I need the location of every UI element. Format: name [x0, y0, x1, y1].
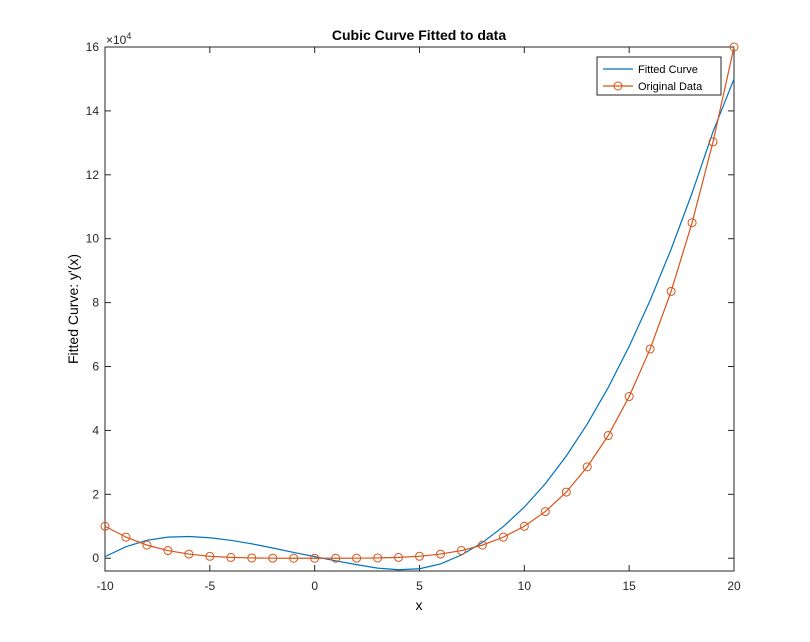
- y-axis-exponent-base: ×10: [106, 33, 127, 47]
- data-point-original-data: [331, 553, 341, 563]
- data-point-original-data: [373, 553, 383, 563]
- series-line-original-data: [104, 46, 735, 559]
- data-point-original-data: [540, 507, 550, 517]
- data-point-original-data: [582, 462, 592, 472]
- data-point-original-data: [205, 551, 215, 561]
- data-point-original-data: [456, 546, 466, 556]
- data-point-original-data: [519, 521, 529, 531]
- y-tick-label: 2: [92, 487, 99, 501]
- chart-title: Cubic Curve Fitted to data: [332, 27, 506, 43]
- x-axis-ticks: -10 -5 0 5 10 15 20: [96, 47, 741, 593]
- data-point-original-data: [100, 521, 110, 531]
- data-point-original-data: [624, 392, 634, 402]
- x-tick-label: 5: [416, 579, 423, 593]
- data-point-original-data: [310, 553, 320, 563]
- y-tick-label: 12: [86, 168, 100, 182]
- data-point-original-data: [477, 540, 487, 550]
- data-point-original-data: [645, 344, 655, 354]
- y-tick-label: 14: [86, 104, 100, 118]
- legend-box: [596, 56, 722, 96]
- data-point-original-data: [289, 553, 299, 563]
- y-tick-label: 6: [92, 360, 99, 374]
- series-line-fitted-curve: [104, 78, 735, 571]
- legend-label-fitted-curve: Fitted Curve: [638, 64, 698, 76]
- data-point-original-data: [163, 546, 173, 556]
- data-point-original-data: [415, 551, 424, 561]
- data-point-original-data: [352, 553, 362, 563]
- data-point-original-data: [603, 431, 613, 441]
- y-axis-exponent-power: 4: [126, 31, 131, 41]
- data-point-original-data: [226, 552, 236, 562]
- y-axis-label: Fitted Curve: y'(x): [65, 254, 81, 364]
- x-tick-label: 0: [311, 579, 318, 593]
- data-point-original-data: [142, 540, 152, 550]
- x-tick-label: 15: [622, 579, 636, 593]
- x-tick-label: 20: [727, 579, 741, 593]
- data-point-original-data: [561, 487, 571, 497]
- x-axis-label: x: [416, 597, 423, 613]
- data-point-original-data: [687, 218, 697, 228]
- plot-area: [104, 46, 735, 572]
- series-layer: [100, 42, 739, 571]
- data-point-original-data: [498, 532, 508, 542]
- x-tick-label: -5: [204, 579, 215, 593]
- data-point-original-data: [394, 552, 404, 562]
- y-axis-ticks: 0 2 4 6 8 10 12 14 16: [86, 40, 734, 565]
- data-point-original-data: [708, 137, 718, 147]
- y-tick-label: 0: [92, 551, 99, 565]
- x-tick-label: -10: [96, 579, 114, 593]
- y-tick-label: 16: [86, 40, 100, 54]
- legend-label-original-data: Original Data: [638, 81, 703, 93]
- data-point-original-data: [666, 286, 676, 296]
- data-point-original-data: [247, 553, 257, 563]
- y-axis-exponent: ×104: [106, 31, 131, 47]
- data-point-original-data: [435, 549, 445, 559]
- x-tick-label: 10: [518, 579, 532, 593]
- y-tick-label: 10: [86, 232, 100, 246]
- data-point-original-data: [184, 549, 194, 559]
- y-tick-label: 4: [92, 423, 99, 437]
- y-tick-label: 8: [92, 296, 99, 310]
- legend: Fitted Curve Original Data: [596, 56, 722, 96]
- data-point-original-data: [729, 42, 739, 52]
- data-point-original-data: [121, 532, 131, 542]
- legend-marker-original-data: [613, 81, 623, 91]
- data-point-original-data: [268, 553, 278, 563]
